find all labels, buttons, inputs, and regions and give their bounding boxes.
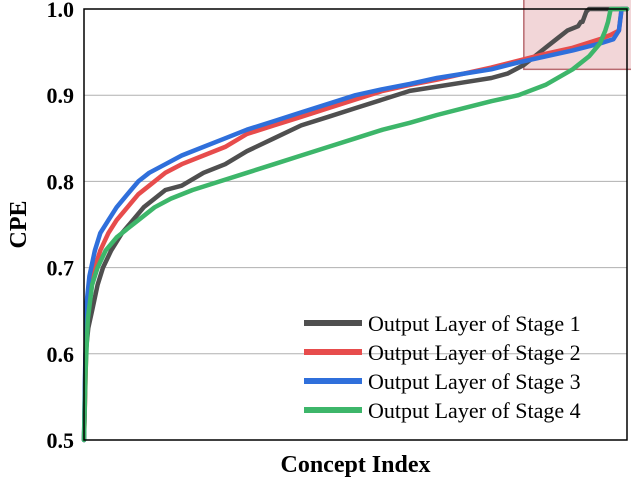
y-tick-label: 1.0 [47, 0, 75, 22]
legend-label: Output Layer of Stage 2 [368, 340, 581, 365]
series-line-stage-3 [81, 6, 630, 443]
series-line-stage-1 [81, 6, 630, 443]
y-tick-label: 0.9 [47, 83, 75, 108]
series-line-stage-2 [81, 6, 630, 443]
legend-label: Output Layer of Stage 1 [368, 311, 581, 336]
legend-label: Output Layer of Stage 4 [368, 398, 581, 423]
x-axis-label: Concept Index [280, 452, 430, 478]
series-line-stage-4 [81, 6, 630, 443]
legend: Output Layer of Stage 1 Output Layer of S… [304, 311, 581, 423]
y-tick-label: 0.5 [47, 428, 75, 453]
plot-frame [83, 8, 628, 441]
y-tick-label: 0.6 [47, 342, 75, 367]
y-tick-label: 0.8 [47, 169, 75, 194]
legend-label: Output Layer of Stage 3 [368, 369, 581, 394]
y-axis-ticks: 0.5 0.6 0.7 0.8 0.9 1.0 [47, 0, 75, 453]
series-lines [81, 6, 630, 443]
y-axis-label: CPE [6, 201, 32, 249]
y-tick-label: 0.7 [47, 256, 75, 281]
